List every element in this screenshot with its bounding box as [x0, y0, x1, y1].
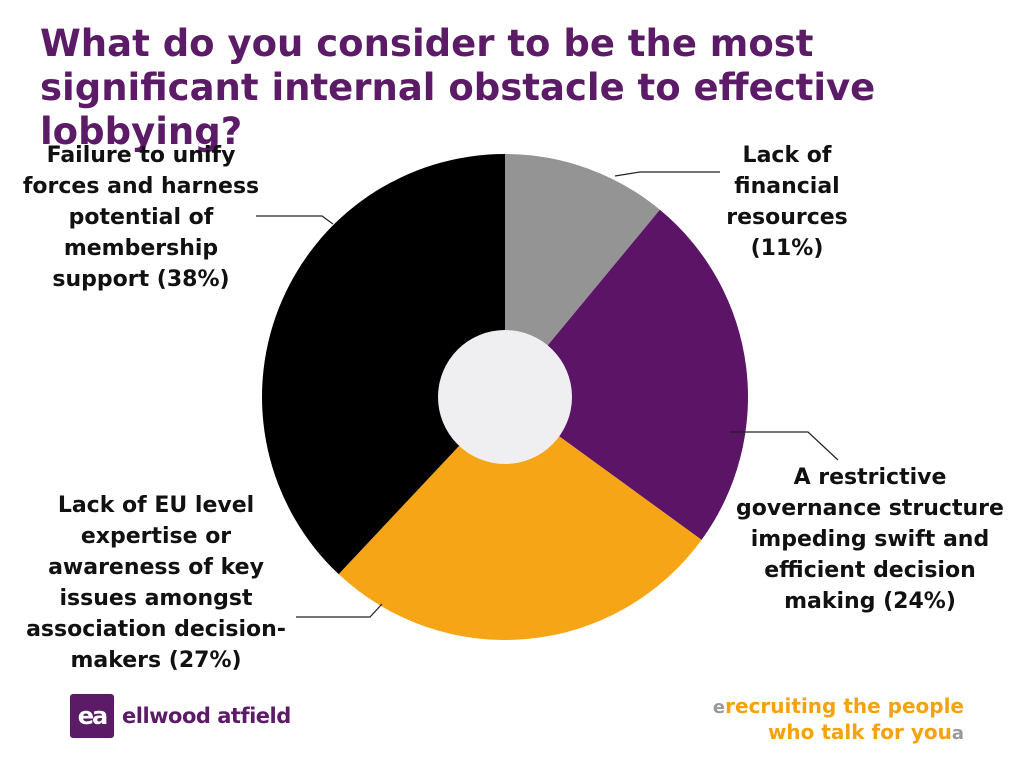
logo-mark: ea [70, 694, 114, 738]
slice-label-governance-structure: A restrictive governance structure imped… [736, 465, 1004, 614]
tagline-line-2: who talk for you [767, 720, 952, 744]
ellwood-atfield-logo: ea ellwood atfield [70, 694, 291, 738]
donut-center [438, 330, 572, 464]
pie-slice-3 [261, 154, 505, 575]
pie-slice-2 [338, 397, 702, 640]
leader-line-fin [614, 171, 720, 177]
tagline-mark-open: e [712, 697, 726, 718]
slice-label-failure-to-unify: Failure to unify forces and harness pote… [22, 143, 260, 292]
slice-label-financial-resources: Lack of financial resources (11%) [726, 143, 848, 261]
logo-text: ellwood atfield [122, 704, 291, 728]
leader-line-fail [256, 215, 334, 225]
pie-slice-1 [505, 209, 748, 540]
leader-line-eu [296, 603, 383, 618]
tagline-mark-close: a [951, 723, 964, 744]
pie-slice-0 [505, 154, 660, 397]
leader-line-gov [730, 431, 839, 461]
tagline-line-1: recruiting the people [725, 694, 964, 718]
slice-label-eu-expertise: Lack of EU level expertise or awareness … [26, 493, 286, 673]
chart-title: What do you consider to be the most sign… [40, 22, 876, 153]
tagline: erecruiting the people who talk for youa [713, 694, 964, 746]
